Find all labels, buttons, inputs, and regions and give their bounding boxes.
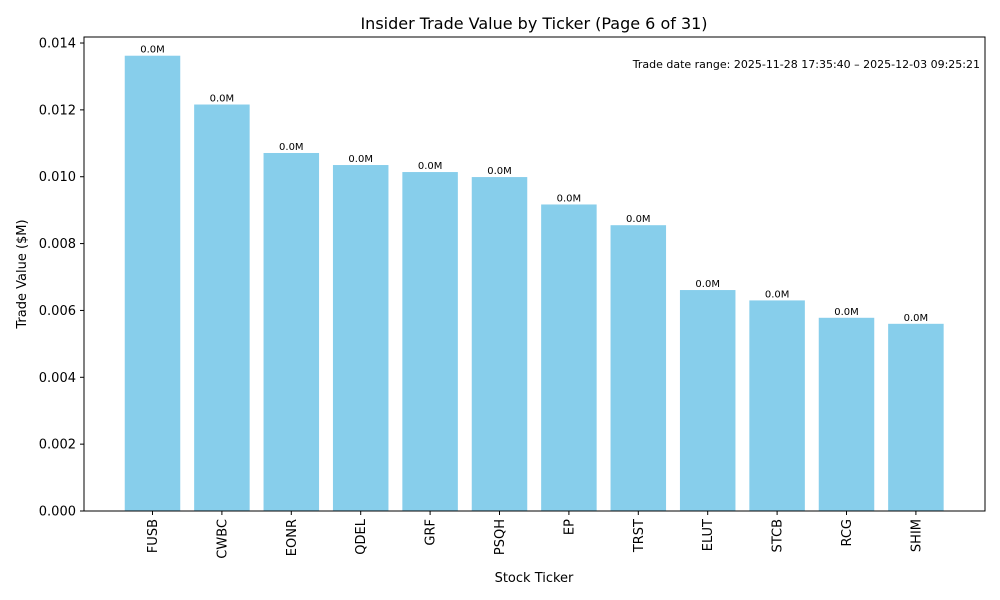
y-tick-label: 0.006	[39, 304, 76, 319]
x-tick-label: EP	[562, 519, 577, 535]
bar-value-label: 0.0M	[904, 313, 929, 324]
y-tick-label: 0.014	[39, 37, 76, 52]
bar-rcg	[818, 317, 875, 511]
x-tick-label: RCG	[840, 519, 855, 547]
bar-ep	[541, 204, 597, 511]
bar-value-label: 0.0M	[348, 154, 373, 165]
y-tick-label: 0.008	[39, 237, 76, 252]
y-tick-label: 0.012	[39, 103, 76, 118]
x-tick-label: FUSB	[146, 519, 161, 553]
x-tick-label: EONR	[285, 519, 300, 556]
chart-title: Insider Trade Value by Ticker (Page 6 of…	[360, 14, 707, 33]
bar-value-label: 0.0M	[210, 94, 235, 105]
y-axis: 0.000 0.002 0.004 0.006 0.008 0.010 0.012 0.014	[39, 37, 84, 520]
bar-value-label: 0.0M	[834, 307, 859, 318]
bar-qdel	[332, 165, 389, 511]
bar-shim	[888, 323, 944, 511]
x-tick-label: ELUT	[701, 519, 716, 551]
bars-group	[124, 55, 944, 512]
x-tick-label: CWBC	[215, 519, 230, 559]
y-tick-label: 0.010	[39, 170, 76, 185]
bar-value-label: 0.0M	[487, 166, 512, 177]
bar-value-label: 0.0M	[140, 45, 165, 56]
plot-frame	[83, 36, 986, 512]
x-tick-label: QDEL	[354, 518, 369, 554]
bar-elut	[679, 290, 736, 511]
bar-value-label: 0.0M	[279, 142, 304, 153]
x-axis: FUSB CWBC EONR QDEL GRF PSQH EP TRST ELUT STCB RCG…	[146, 511, 924, 559]
bar-psqh	[471, 177, 528, 511]
y-axis-label: Trade Value ($M)	[15, 219, 30, 329]
x-tick-label: PSQH	[493, 519, 508, 555]
x-tick-label: GRF	[424, 519, 439, 546]
date-range-annotation: Trade date range: 2025-11-28 17:35:40 – …	[632, 58, 980, 71]
bar-trst	[610, 225, 667, 511]
bar-eonr	[263, 152, 320, 512]
y-tick-label: 0.002	[39, 438, 76, 453]
bar-fusb	[124, 55, 181, 511]
bar-stcb	[749, 300, 805, 511]
bar-value-label: 0.0M	[557, 193, 582, 204]
y-tick-label: 0.000	[39, 505, 76, 520]
bar-grf	[402, 172, 458, 512]
x-tick-label: SHIM	[909, 519, 924, 552]
bar-value-label: 0.0M	[695, 279, 720, 290]
x-axis-label: Stock Ticker	[495, 571, 574, 586]
y-tick-label: 0.004	[39, 371, 76, 386]
bar-value-label: 0.0M	[418, 161, 443, 172]
x-tick-label: STCB	[771, 519, 786, 552]
bar-value-label: 0.0M	[765, 289, 790, 300]
x-tick-label: TRST	[632, 519, 647, 553]
bar-cwbc	[194, 104, 250, 512]
bar-labels-group: 0.0M 0.0M 0.0M 0.0M 0.0M 0.0M 0.0M 0.0M 0.0M 0.0M…	[140, 45, 928, 324]
bar-value-label: 0.0M	[626, 214, 651, 225]
